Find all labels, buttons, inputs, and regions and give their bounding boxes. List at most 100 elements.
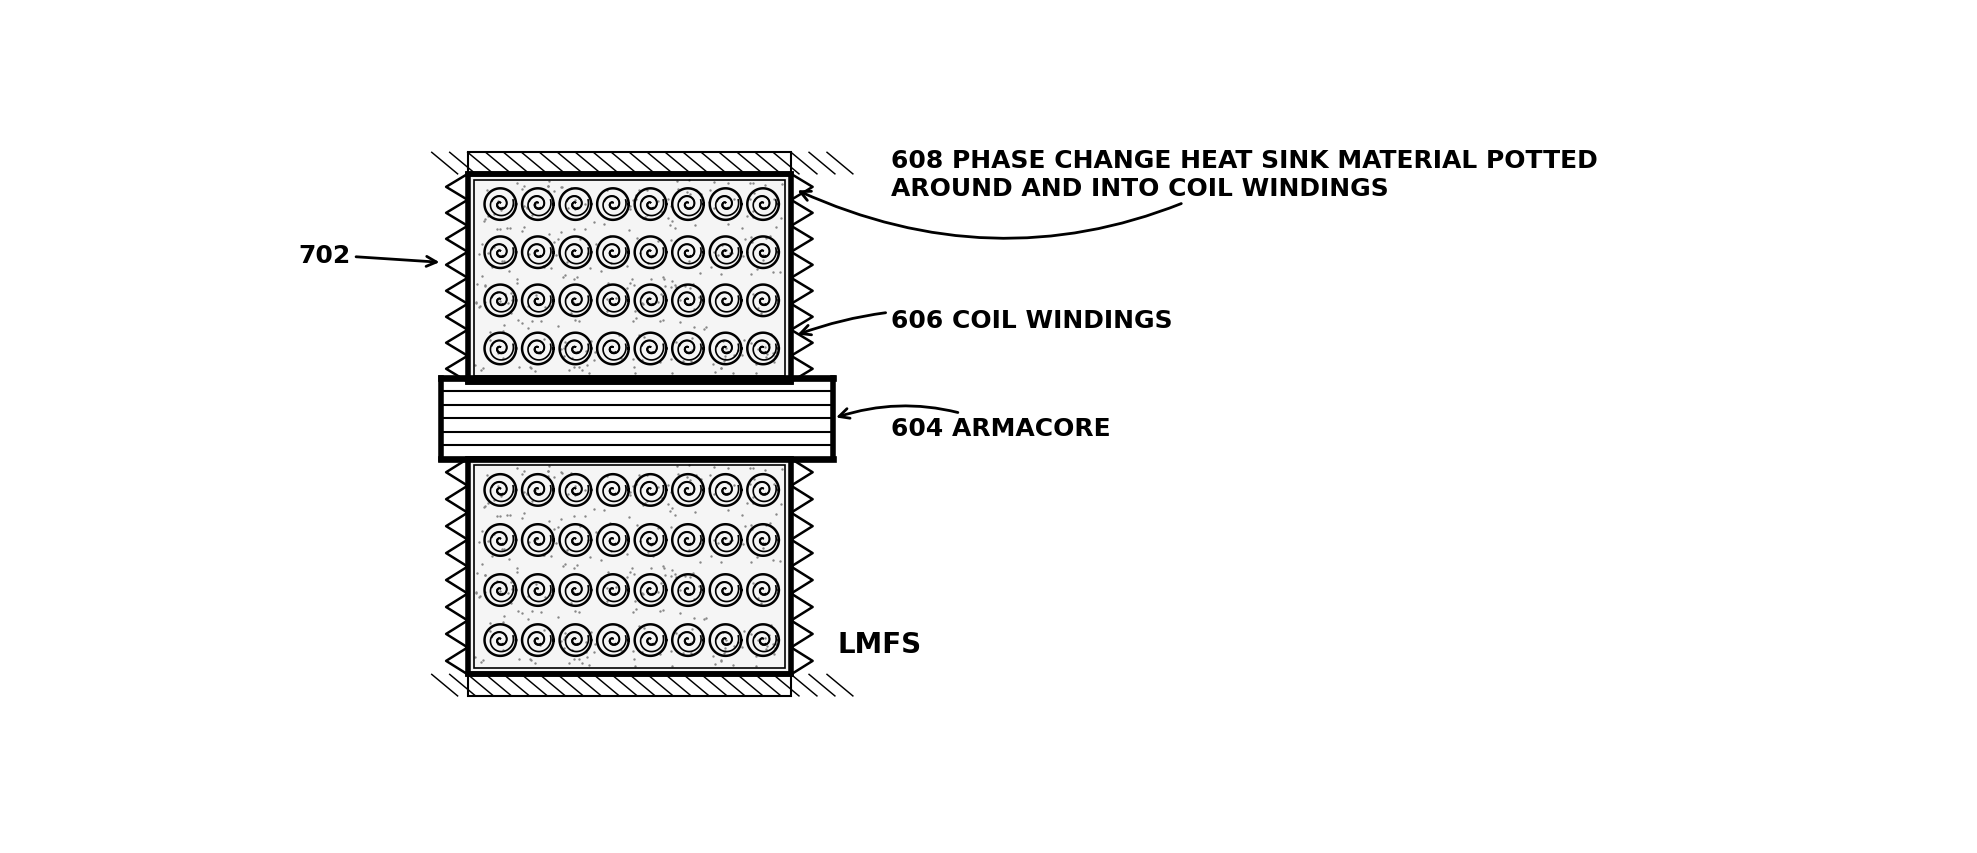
Point — [512, 300, 544, 314]
Point — [645, 647, 676, 661]
Point — [753, 229, 785, 243]
Point — [548, 560, 579, 573]
Point — [737, 205, 769, 218]
Point — [757, 478, 789, 491]
Point — [569, 509, 601, 523]
Point — [635, 251, 666, 264]
Point — [502, 277, 534, 291]
Point — [486, 204, 518, 218]
Point — [528, 548, 559, 562]
Point — [569, 223, 601, 236]
Point — [674, 174, 706, 188]
Point — [478, 494, 510, 508]
Point — [710, 644, 741, 658]
Point — [494, 264, 526, 278]
Point — [710, 244, 741, 258]
Point — [666, 355, 698, 368]
Point — [469, 569, 500, 583]
Point — [563, 478, 595, 491]
Point — [550, 339, 581, 353]
Point — [469, 279, 500, 293]
Point — [563, 519, 595, 533]
Point — [482, 480, 514, 494]
Point — [672, 543, 704, 557]
Point — [680, 506, 712, 519]
Point — [741, 367, 773, 380]
Point — [633, 258, 664, 271]
Point — [662, 183, 694, 196]
Point — [617, 645, 648, 659]
Point — [759, 647, 791, 661]
Point — [724, 581, 755, 595]
Point — [617, 606, 648, 619]
Point — [654, 505, 686, 519]
Point — [737, 211, 769, 224]
Point — [694, 196, 726, 210]
Point — [635, 273, 666, 287]
Point — [654, 520, 686, 534]
Point — [516, 495, 548, 508]
Point — [759, 572, 791, 586]
Point — [581, 525, 613, 539]
Point — [518, 484, 550, 497]
Point — [619, 361, 650, 374]
Point — [674, 459, 706, 473]
Point — [751, 639, 783, 653]
Point — [694, 468, 726, 482]
Point — [471, 468, 502, 482]
Point — [611, 281, 643, 295]
Point — [654, 353, 686, 367]
Point — [480, 574, 512, 588]
Point — [486, 352, 518, 366]
Point — [471, 499, 502, 513]
Point — [542, 320, 573, 334]
Point — [502, 273, 534, 287]
Point — [516, 647, 548, 661]
Point — [502, 361, 534, 374]
Point — [471, 213, 502, 227]
Point — [496, 576, 528, 589]
Point — [506, 225, 538, 239]
Point — [737, 490, 769, 504]
Point — [765, 178, 797, 192]
Point — [623, 328, 654, 342]
Point — [554, 656, 585, 670]
Point — [480, 286, 512, 299]
Point — [546, 635, 577, 648]
Point — [558, 296, 589, 310]
Point — [722, 635, 753, 649]
Point — [759, 284, 791, 298]
Point — [611, 548, 643, 561]
Point — [469, 215, 500, 229]
Point — [660, 627, 692, 641]
Point — [731, 496, 763, 510]
Point — [664, 316, 696, 329]
Point — [559, 561, 591, 575]
Point — [726, 641, 757, 654]
Point — [765, 554, 797, 568]
Point — [733, 193, 765, 206]
Point — [617, 353, 648, 367]
Point — [639, 345, 670, 359]
Point — [646, 491, 678, 505]
Point — [648, 314, 680, 328]
Point — [680, 219, 712, 233]
Point — [467, 558, 498, 572]
Point — [506, 316, 538, 330]
Point — [652, 212, 684, 225]
Point — [591, 184, 623, 198]
Point — [694, 183, 726, 197]
Point — [706, 653, 737, 667]
Point — [494, 508, 526, 522]
Point — [461, 586, 492, 600]
Point — [737, 577, 769, 590]
Point — [482, 638, 514, 652]
Point — [735, 236, 767, 250]
Point — [648, 280, 680, 293]
Point — [488, 319, 520, 333]
Point — [759, 356, 791, 369]
Point — [559, 314, 591, 328]
Point — [751, 519, 783, 532]
Point — [739, 650, 771, 664]
Point — [484, 223, 516, 237]
